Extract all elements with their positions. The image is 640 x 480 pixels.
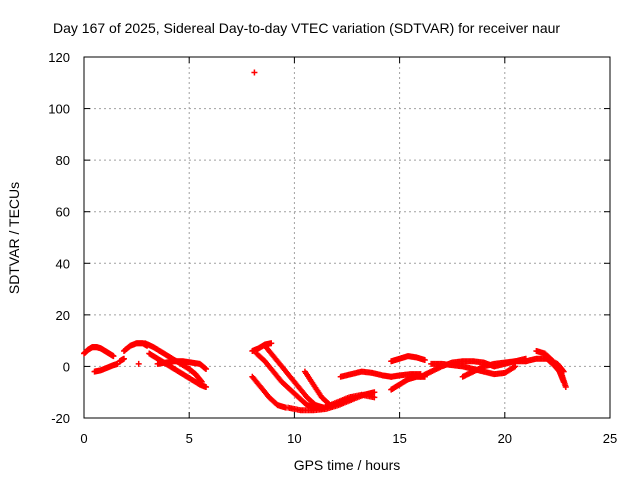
plot-frame <box>83 56 611 419</box>
y-tick-label: 120 <box>48 50 70 65</box>
y-tick-label: -20 <box>51 411 70 426</box>
x-tick-label: 10 <box>287 431 301 446</box>
data-point <box>120 355 127 362</box>
y-tick-label: 80 <box>56 153 70 168</box>
y-tick-labels: -20 0 20 40 60 80 100 120 <box>48 50 70 426</box>
data-point <box>251 69 258 76</box>
y-tick-label: 100 <box>48 102 70 117</box>
x-tick-label: 20 <box>498 431 512 446</box>
x-axis-label: GPS time / hours <box>294 457 401 473</box>
data-point <box>268 340 275 347</box>
x-tick-label: 25 <box>603 431 617 446</box>
grid-lines <box>84 57 610 418</box>
x-tick-label: 0 <box>80 431 87 446</box>
y-tick-label: 0 <box>63 359 70 374</box>
chart-title: Day 167 of 2025, Sidereal Day-to-day VTE… <box>53 20 560 36</box>
data-point <box>203 384 210 391</box>
data-point <box>371 389 378 396</box>
x-tick-label: 5 <box>186 431 193 446</box>
data-point <box>135 360 142 367</box>
data-point <box>203 366 210 373</box>
data-point <box>562 384 569 391</box>
y-axis-label: SDTVAR / TECUs <box>6 182 22 294</box>
data-point <box>110 353 117 360</box>
data-point <box>512 363 519 370</box>
y-tick-label: 40 <box>56 256 70 271</box>
x-tick-label: 15 <box>392 431 406 446</box>
x-tick-labels: 0 5 10 15 20 25 <box>80 431 617 446</box>
data-point <box>421 356 428 363</box>
data-point <box>371 394 378 401</box>
y-tick-label: 60 <box>56 205 70 220</box>
y-tick-label: 20 <box>56 308 70 323</box>
data-points <box>81 69 569 414</box>
